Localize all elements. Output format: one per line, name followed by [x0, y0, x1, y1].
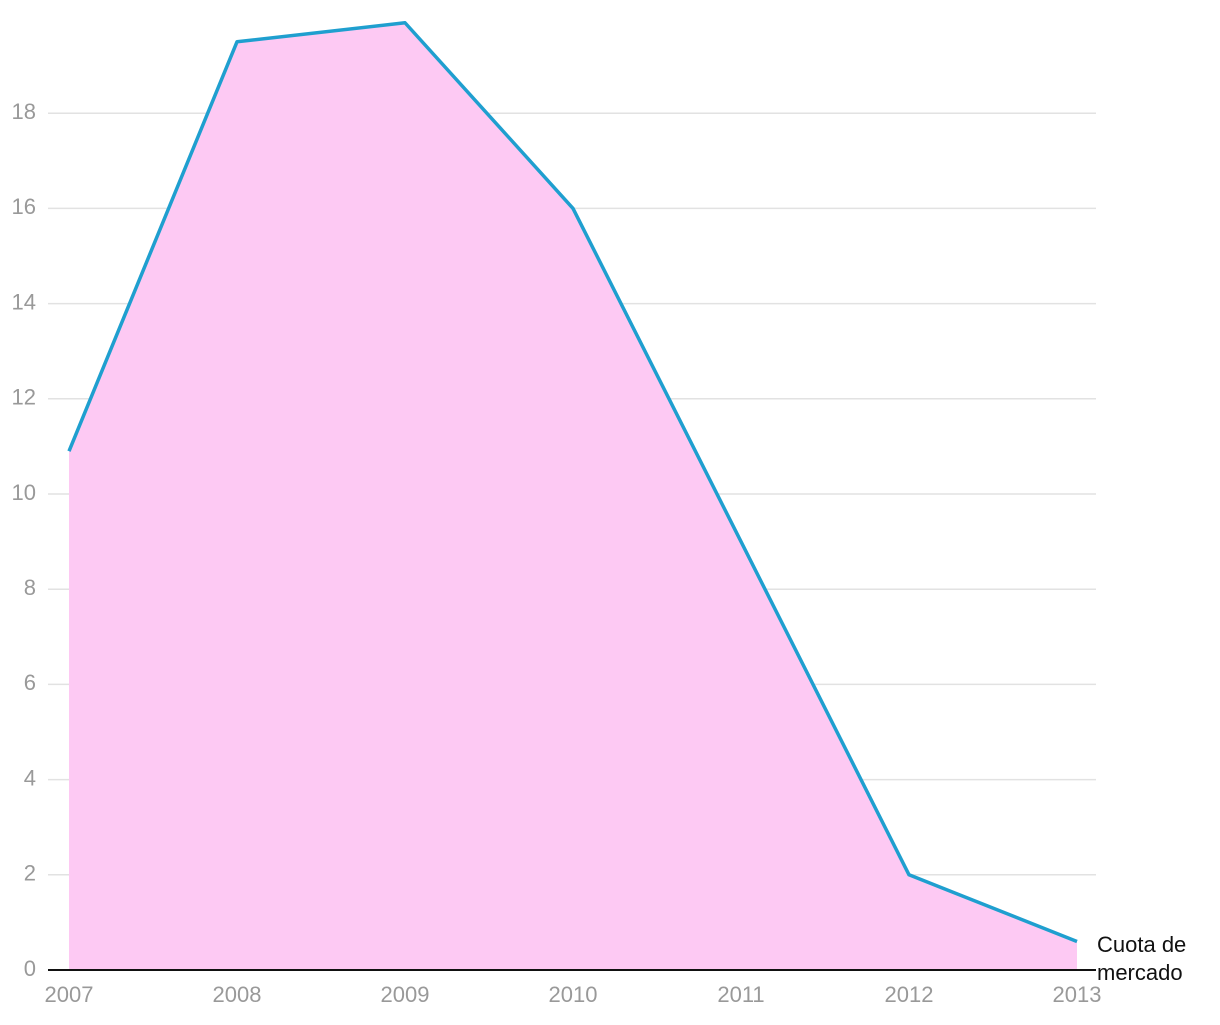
y-tick-label: 12: [12, 385, 36, 410]
line: [67, 21, 1078, 944]
y-tick-label: 18: [12, 99, 36, 124]
y-tick-label: 2: [24, 861, 36, 886]
y-tick-label: 4: [24, 765, 36, 790]
x-tick-label: 2011: [717, 982, 764, 1007]
y-tick-label: 0: [24, 956, 36, 981]
x-tick-label: 2012: [885, 982, 934, 1007]
x-tick-label: 2013: [1053, 982, 1102, 1007]
y-tick-label: 8: [24, 575, 36, 600]
x-tick-label: 2008: [213, 982, 262, 1007]
y-tick-label: 14: [12, 289, 36, 314]
y-tick-label: 10: [12, 480, 36, 505]
series-label: Cuota de mercado: [1097, 932, 1187, 986]
y-tick-label: 16: [12, 194, 36, 219]
area-fill: [69, 22, 1077, 970]
x-tick-label: 2007: [45, 982, 94, 1007]
x-tick-label: 2010: [549, 982, 598, 1007]
x-tick-label: 2009: [381, 982, 430, 1007]
y-tick-label: 6: [24, 670, 36, 695]
